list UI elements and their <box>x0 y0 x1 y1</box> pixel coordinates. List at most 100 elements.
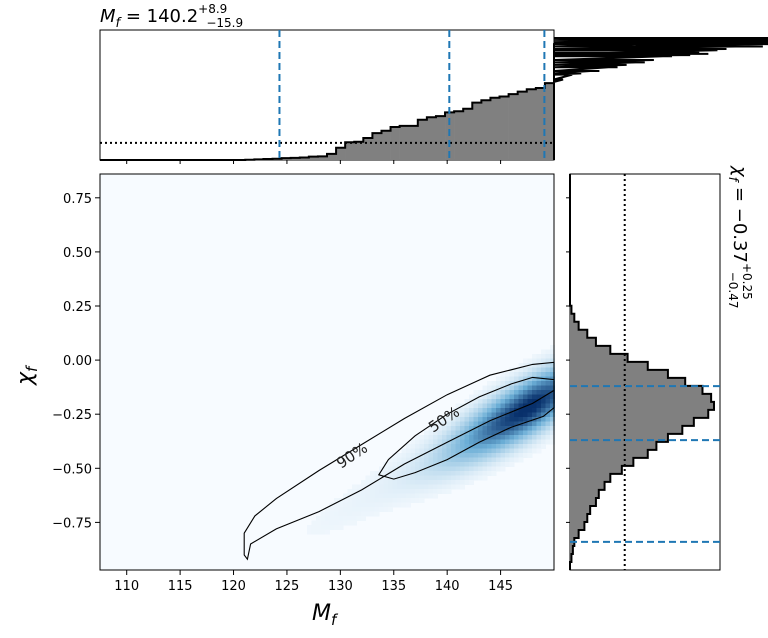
heat-cell <box>410 453 416 458</box>
heat-cell <box>523 444 528 449</box>
y-hist-bar <box>570 497 596 507</box>
heat-cell <box>545 426 551 431</box>
heat-cell <box>482 399 488 404</box>
heat-cell <box>505 390 510 395</box>
heat-cell <box>379 489 384 494</box>
heat-cell <box>437 471 443 476</box>
heat-cell <box>541 381 546 386</box>
heat-cell <box>509 439 515 445</box>
heat-cell <box>446 484 452 490</box>
heat-cell <box>473 453 479 458</box>
heat-cell <box>523 408 528 413</box>
heat-cell <box>541 430 546 436</box>
heat-cell <box>518 439 524 445</box>
heat-cell <box>433 489 438 494</box>
heat-cell <box>460 417 465 422</box>
heat-cell <box>545 439 551 445</box>
heat-cell <box>500 417 506 422</box>
heat-cell <box>383 462 389 467</box>
heat-cell <box>523 448 528 454</box>
heat-cell <box>451 475 456 481</box>
heat-cell <box>532 390 537 395</box>
heat-cell <box>334 520 339 526</box>
y-hist-bar <box>570 417 694 427</box>
heat-cell <box>424 466 429 472</box>
heat-cell <box>482 412 488 418</box>
x-tick-label: 130 <box>328 579 353 594</box>
heat-cell <box>523 358 528 364</box>
heat-cell <box>401 453 407 458</box>
heat-cell <box>487 471 492 476</box>
heat-cell <box>464 457 470 463</box>
heat-cell <box>451 421 456 427</box>
heat-cell <box>442 466 447 472</box>
heat-cell <box>469 462 474 467</box>
heat-cell <box>482 390 488 395</box>
heat-cell <box>383 480 389 485</box>
heat-cell <box>433 453 438 458</box>
heat-cell <box>518 453 524 458</box>
heat-cell <box>356 498 362 503</box>
heat-cell <box>343 516 348 521</box>
heat-cell <box>541 439 546 445</box>
heat-cell <box>518 399 524 404</box>
heat-cell <box>518 412 524 418</box>
heat-cell <box>487 381 492 386</box>
top-title-sub: f <box>116 16 123 31</box>
heat-cell <box>401 480 407 485</box>
heat-cell <box>523 372 528 377</box>
heat-cell <box>469 471 474 476</box>
x-hist-bar <box>463 108 473 160</box>
heat-cell <box>527 417 533 422</box>
heat-cell <box>370 489 375 494</box>
heat-cell <box>545 403 551 409</box>
heat-cell <box>509 421 515 427</box>
heat-cell <box>473 394 479 400</box>
heat-cell <box>514 439 519 445</box>
heat-cell <box>433 471 438 476</box>
y-hist-bar <box>570 377 686 387</box>
heat-cell <box>437 475 443 481</box>
heat-cell <box>388 493 393 499</box>
heat-cell <box>473 430 479 436</box>
heat-cell <box>388 484 393 490</box>
heat-cell <box>392 457 398 463</box>
heat-cell <box>419 489 425 494</box>
heat-cell <box>527 439 533 445</box>
heat-cell <box>338 516 344 521</box>
heat-cell <box>550 367 555 373</box>
heat-cell <box>406 484 411 490</box>
heat-cell <box>455 412 461 418</box>
heat-cell <box>406 502 411 508</box>
x-tick-label: 110 <box>114 579 139 594</box>
heat-cell <box>469 439 474 445</box>
heat-cell <box>500 381 506 386</box>
heat-cell <box>316 516 321 521</box>
heat-cell <box>496 385 501 391</box>
heat-cell <box>500 390 506 395</box>
heat-cell <box>415 453 420 458</box>
heat-cell <box>356 484 362 490</box>
heat-cell <box>464 462 470 467</box>
heat-cell <box>325 511 330 517</box>
heat-cell <box>419 480 425 485</box>
heat-cell <box>518 403 524 409</box>
heat-cell <box>451 466 456 472</box>
heat-cell <box>514 412 519 418</box>
x-hist-bar <box>290 157 301 160</box>
heat-cell <box>410 448 416 454</box>
heat-cell <box>545 372 551 377</box>
heat-cell <box>541 444 546 449</box>
x-hist-bar <box>417 119 428 160</box>
heat-cell <box>320 529 326 535</box>
heat-cell <box>536 435 542 440</box>
heat-cell <box>482 394 488 400</box>
right-marginal-title: χf = −0.37+0.25−0.47 <box>725 165 754 309</box>
heat-cell <box>527 390 533 395</box>
heat-cell <box>446 448 452 454</box>
heat-cell <box>545 417 551 422</box>
heat-cell <box>541 399 546 404</box>
heat-cell <box>370 484 375 490</box>
heat-cell <box>365 511 371 517</box>
heat-cell <box>451 471 456 476</box>
